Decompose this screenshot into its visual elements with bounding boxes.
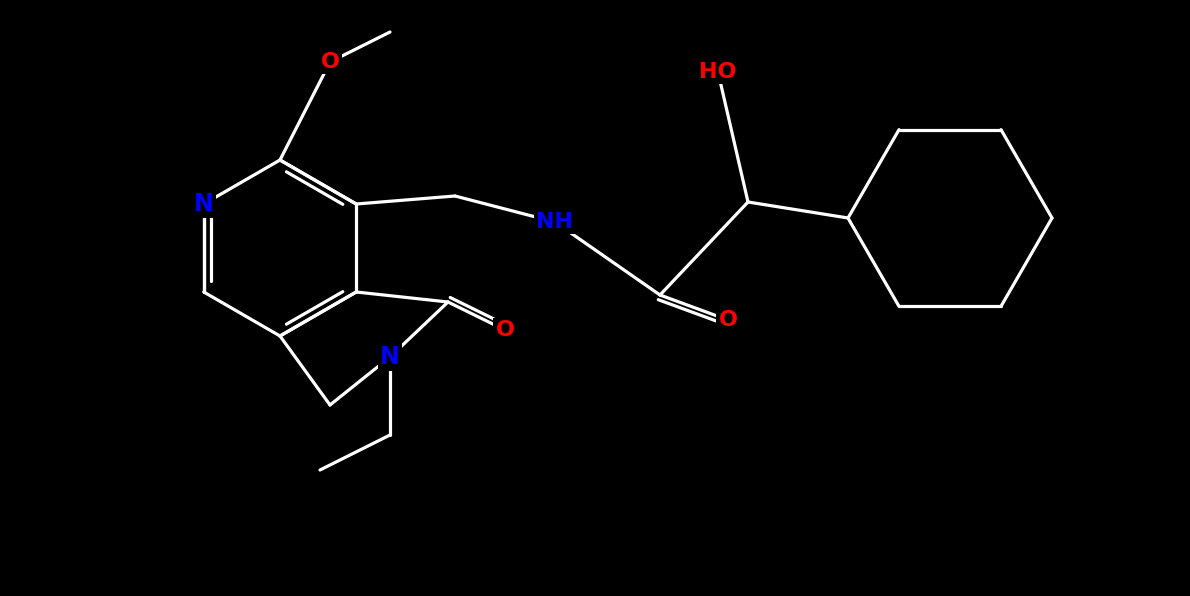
Text: O: O bbox=[495, 320, 514, 340]
Text: O: O bbox=[320, 52, 339, 72]
Text: HO: HO bbox=[700, 62, 737, 82]
Text: N: N bbox=[194, 192, 214, 216]
Text: NH: NH bbox=[537, 212, 574, 232]
Text: N: N bbox=[380, 345, 400, 369]
Text: O: O bbox=[719, 310, 738, 330]
